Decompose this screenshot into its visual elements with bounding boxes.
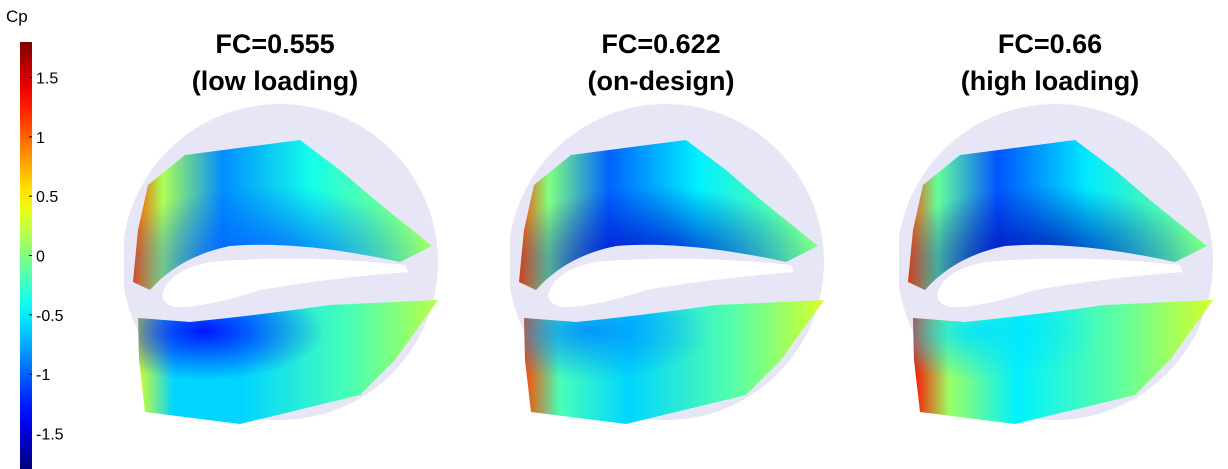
colorbar-tick-label: 1 bbox=[36, 130, 45, 147]
upper-passage-peak bbox=[519, 140, 818, 290]
blade-airfoil bbox=[548, 258, 794, 308]
colorbar-tick-label: -0.5 bbox=[36, 308, 64, 325]
panel-2: FC=0.622 (on-design) bbox=[510, 29, 824, 424]
lower-passage-peak bbox=[913, 300, 1213, 424]
lower-passage-peak bbox=[524, 300, 824, 424]
panel-title-line2: (on-design) bbox=[588, 66, 735, 96]
colorbar-tick-label: 0 bbox=[36, 249, 45, 266]
colorbar-tick-label: 0.5 bbox=[36, 189, 58, 206]
panel-title-line2: (high loading) bbox=[961, 66, 1139, 96]
upper-passage-peak bbox=[133, 140, 432, 290]
colorbar: Cp 1.5 1 0.5 0 -0.5 -1 -1.5 bbox=[6, 7, 64, 469]
colorbar-tick-label: -1.5 bbox=[36, 426, 64, 443]
panel-title-line1: FC=0.555 bbox=[215, 29, 334, 59]
colorbar-tick-label: 1.5 bbox=[36, 71, 58, 88]
blade-airfoil bbox=[937, 258, 1183, 308]
colorbar-gradient bbox=[20, 42, 32, 469]
panel-title-line1: FC=0.66 bbox=[998, 29, 1102, 59]
lower-passage-peak bbox=[138, 300, 438, 424]
upper-passage-peak bbox=[908, 140, 1207, 290]
panel-3: FC=0.66 (high loading) bbox=[899, 29, 1213, 424]
panel-title-line2: (low loading) bbox=[192, 66, 358, 96]
colorbar-title: Cp bbox=[6, 7, 28, 26]
panel-1: FC=0.555 (low loading) bbox=[124, 29, 438, 424]
panel-title-line1: FC=0.622 bbox=[601, 29, 720, 59]
colorbar-tick-label: -1 bbox=[36, 367, 50, 384]
blade-airfoil bbox=[162, 258, 408, 308]
